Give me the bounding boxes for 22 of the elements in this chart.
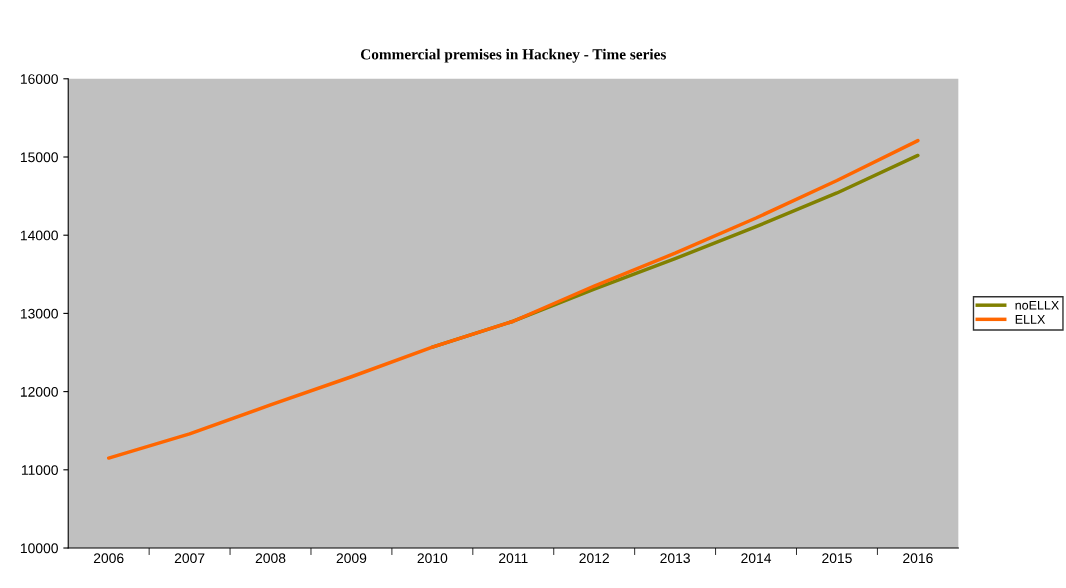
chart-title: Commercial premises in Hackney - Time series: [360, 48, 666, 63]
legend-label: ELLX: [1015, 315, 1046, 324]
legend-label: noELLX: [1015, 300, 1059, 310]
y-tick-label: 16000: [20, 74, 58, 84]
y-tick-label: 11000: [21, 465, 58, 475]
y-tick-label: 13000: [20, 308, 58, 319]
y-tick-label: 12000: [20, 386, 58, 397]
x-tick-label: 2010: [417, 553, 448, 564]
x-tick-label: 2009: [336, 553, 367, 564]
y-tick-label: 15000: [20, 152, 58, 163]
x-tick-label: 2016: [903, 553, 933, 564]
x-tick-label: 2011: [499, 553, 528, 564]
x-tick-label: 2012: [579, 553, 609, 564]
x-tick-label: 2008: [255, 553, 286, 564]
y-tick-label: 14000: [20, 230, 58, 241]
x-tick-label: 2014: [741, 553, 772, 564]
x-tick-label: 2006: [93, 553, 124, 564]
line-series: [106, 138, 920, 460]
x-tick-label: 2013: [660, 553, 690, 564]
x-tick-label: 2015: [822, 553, 852, 564]
y-tick-label: 10000: [20, 543, 58, 554]
x-tick-label: 2007: [174, 553, 205, 564]
